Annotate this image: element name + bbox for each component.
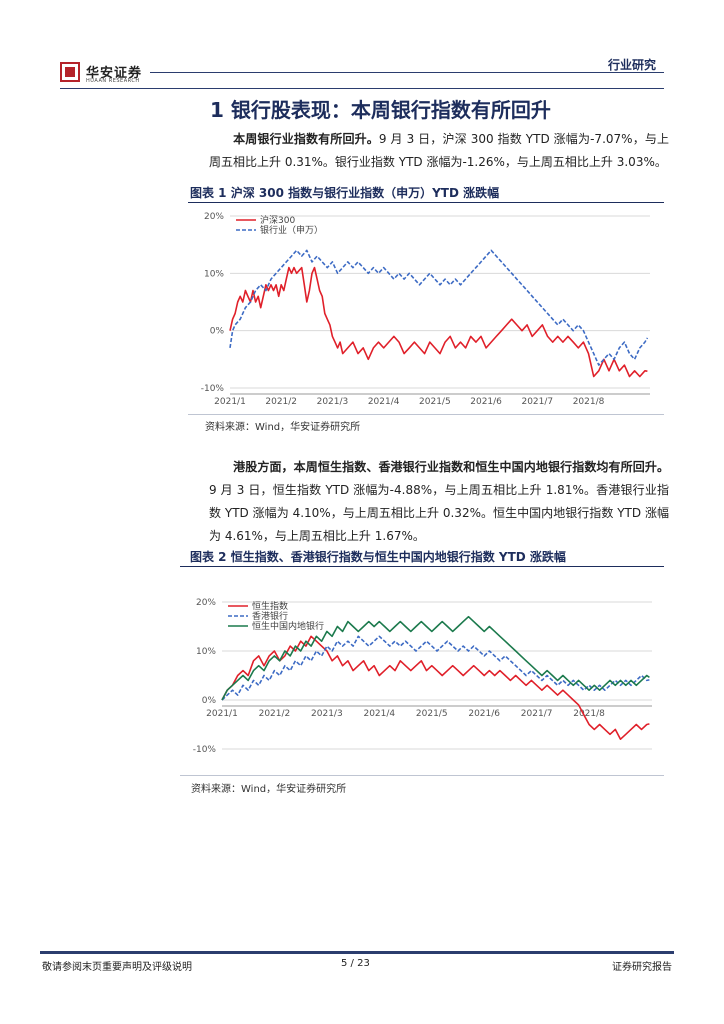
x-tick-label: 2021/5: [419, 397, 451, 407]
logo-text: 华安证券: [86, 66, 143, 81]
x-tick-label: 2021/7: [521, 709, 553, 719]
x-tick-label: 2021/3: [311, 709, 343, 719]
y-tick-label: 10%: [196, 647, 216, 657]
legend-label: 恒生中国内地银行: [252, 620, 324, 632]
footer-divider: [40, 951, 674, 954]
x-tick-label: 2021/5: [416, 709, 448, 719]
x-tick-label: 2021/2: [265, 397, 297, 407]
series-line-2: [221, 635, 650, 701]
x-tick-label: 2021/4: [363, 709, 395, 719]
x-tick-label: 2021/6: [468, 709, 500, 719]
logo-subtext: HUAAN RESEARCH: [86, 78, 140, 84]
header-divider-lower: [60, 88, 664, 89]
header-divider: [150, 72, 664, 73]
y-tick-label: -10%: [201, 384, 225, 394]
paragraph-1-lead: 本周银行业指数有所回升。: [233, 132, 379, 146]
legend-label: 沪深300: [260, 214, 295, 226]
y-tick-label: 20%: [196, 598, 216, 608]
x-tick-label: 2021/8: [573, 709, 605, 719]
figure-2-source-rule: [180, 775, 664, 776]
logo-icon: [60, 62, 80, 82]
section-heading: 1 银行股表现：本周银行指数有所回升: [210, 98, 551, 122]
x-tick-label: 2021/8: [573, 397, 605, 407]
paragraph-2-lead: 港股方面，本周恒生指数、香港银行业指数和恒生中国内地银行指数均有所回升。: [233, 460, 669, 474]
paragraph-2-body: 9 月 3 日，恒生指数 YTD 涨幅为-4.88%，与上周五相比上升 1.81…: [209, 483, 669, 543]
x-tick-label: 2021/1: [214, 397, 246, 407]
figure-1-title: 图表 1 沪深 300 指数与银行业指数（申万）YTD 涨跌幅: [190, 186, 500, 200]
y-tick-label: 20%: [204, 212, 224, 222]
figure-2-source: 资料来源：Wind，华安证券研究所: [191, 784, 347, 795]
y-tick-label: 0%: [210, 327, 225, 337]
y-tick-label: -10%: [193, 745, 217, 755]
legend-label: 恒生指数: [252, 600, 288, 612]
figure-1-source: 资料来源：Wind，华安证券研究所: [205, 422, 361, 433]
series-line-1: [229, 266, 648, 378]
y-tick-label: 10%: [204, 269, 224, 279]
paragraph-1-body: 9 月 3 日，沪深 300 指数 YTD 涨幅为-7.07%，与上周五相比上升…: [209, 132, 669, 169]
x-tick-label: 2021/3: [317, 397, 349, 407]
figure-1-rule: [188, 202, 664, 203]
figure-1-source-rule: [188, 414, 664, 415]
paragraph-2: 港股方面，本周恒生指数、香港银行业指数和恒生中国内地银行指数均有所回升。 9 月 …: [209, 456, 669, 548]
figure-2-chart: 20% 10% 0% -10% 2021/1 2021/2 2021/3 2021/4 2021…: [193, 598, 652, 755]
y-tick-label: 0%: [202, 696, 217, 706]
series-line-2: [229, 249, 649, 366]
report-category: 行业研究: [608, 58, 657, 72]
page-number: 5 / 23: [341, 958, 370, 969]
footer-report-type: 证券研究报告: [612, 962, 672, 973]
figure-1-chart: 20% 10% 0% -10% 2021/1 2021/2 2021/3 2021/4 2021…: [201, 212, 650, 407]
series-line-3: [221, 615, 650, 701]
figure-2-rule: [180, 566, 664, 567]
x-tick-label: 2021/7: [521, 397, 553, 407]
footer-disclaimer: 敬请参阅末页重要声明及评级说明: [42, 962, 192, 973]
x-tick-label: 2021/2: [259, 709, 291, 719]
x-tick-label: 2021/6: [470, 397, 502, 407]
legend-label: 银行业（申万）: [260, 224, 323, 236]
paragraph-1: 本周银行业指数有所回升。9 月 3 日，沪深 300 指数 YTD 涨幅为-7.…: [209, 128, 669, 174]
legend-label: 香港银行: [252, 610, 288, 622]
x-tick-label: 2021/4: [368, 397, 400, 407]
x-tick-label: 2021/1: [206, 709, 238, 719]
figure-2-title: 图表 2 恒生指数、香港银行指数与恒生中国内地银行指数 YTD 涨跌幅: [190, 550, 566, 564]
